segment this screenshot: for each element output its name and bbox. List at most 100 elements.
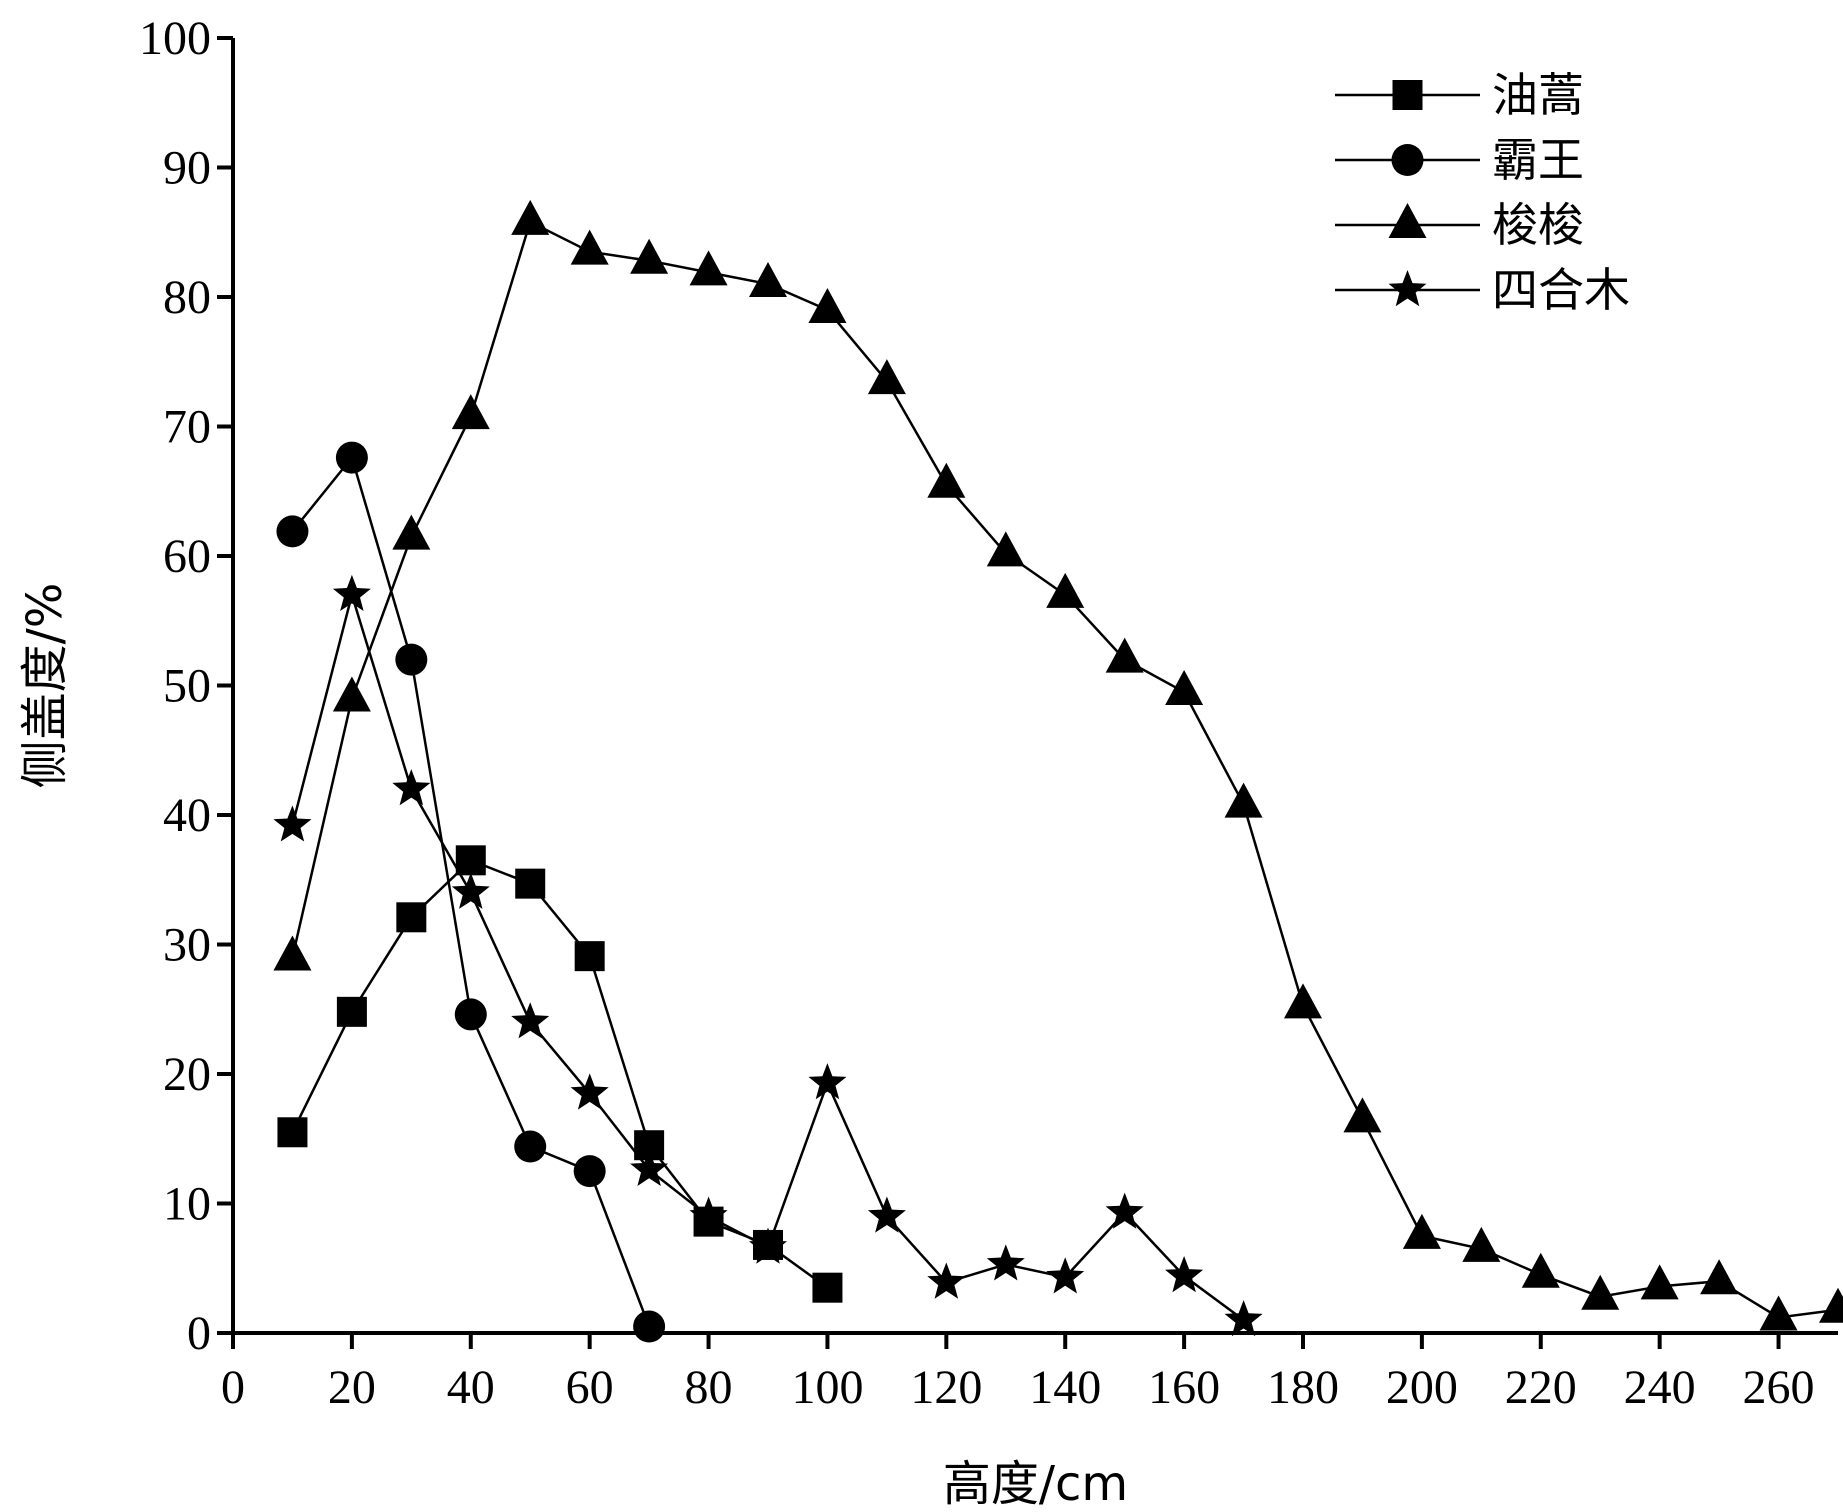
data-point: [1165, 1256, 1204, 1293]
data-point: [395, 643, 428, 676]
y-tick-label: 40: [163, 789, 211, 842]
data-point: [808, 1063, 847, 1100]
data-point: [392, 514, 431, 550]
series-line: [291, 590, 1245, 1322]
data-point: [335, 441, 368, 474]
data-point: [630, 1149, 669, 1186]
x-tick-label: 100: [791, 1361, 863, 1414]
data-point: [812, 1272, 843, 1303]
y-tick-label: 60: [163, 530, 211, 583]
y-tick-label: 30: [163, 919, 211, 972]
series-triangle: [273, 199, 1843, 1331]
x-tick-label: 120: [910, 1361, 982, 1414]
x-tick-label: 60: [566, 1361, 614, 1414]
data-point: [1105, 637, 1144, 673]
data-point: [336, 996, 367, 1027]
data-point: [749, 1227, 787, 1264]
data-point: [332, 574, 371, 611]
x-tick-label: 260: [1743, 1361, 1815, 1414]
series-layer: [273, 199, 1843, 1343]
data-point: [1343, 1097, 1382, 1133]
y-axis-title: 侧盖度/%: [17, 583, 73, 789]
data-point: [455, 845, 486, 876]
data-point: [574, 941, 605, 972]
x-tick-label: 180: [1267, 1361, 1339, 1414]
data-point: [927, 462, 966, 498]
data-point: [1402, 1213, 1441, 1249]
legend-item: 霸王: [1335, 133, 1584, 187]
legend-label: 霸王: [1492, 133, 1584, 187]
data-point: [986, 1244, 1025, 1281]
y-tick-label: 20: [163, 1048, 211, 1101]
data-point: [927, 1262, 966, 1299]
data-point: [867, 1196, 906, 1233]
x-tick-label: 240: [1624, 1361, 1696, 1414]
data-point: [1046, 572, 1085, 608]
legend-item: 油蒿: [1335, 68, 1584, 122]
data-point: [1521, 1252, 1560, 1288]
x-tick-label: 160: [1148, 1361, 1220, 1414]
data-point: [633, 1310, 666, 1343]
legend-marker: [1388, 270, 1427, 307]
data-point: [1224, 782, 1263, 818]
data-point: [392, 769, 431, 806]
data-point: [332, 676, 371, 712]
series-square: [277, 845, 843, 1303]
series-line: [291, 858, 829, 1289]
y-tick-label: 70: [163, 401, 211, 454]
data-point: [1046, 1257, 1085, 1294]
series-circle: [276, 441, 666, 1343]
data-point: [1284, 983, 1322, 1019]
data-point: [808, 287, 847, 323]
x-tick-label: 0: [221, 1361, 245, 1414]
data-point: [515, 868, 546, 899]
data-point: [511, 199, 550, 235]
x-tick-label: 140: [1029, 1361, 1101, 1414]
data-point: [511, 1002, 550, 1039]
legend-label: 梭梭: [1492, 198, 1584, 252]
data-point: [277, 1117, 308, 1148]
data-point: [1224, 1300, 1263, 1337]
y-tick-label: 0: [187, 1307, 211, 1360]
y-tick-label: 10: [163, 1178, 211, 1231]
data-point: [1462, 1226, 1501, 1262]
data-point: [689, 250, 728, 286]
y-tick-label: 90: [163, 142, 211, 195]
data-point: [273, 805, 312, 842]
data-point: [630, 238, 669, 274]
legend-marker: [1388, 203, 1427, 238]
data-point: [749, 262, 787, 298]
data-point: [570, 1073, 609, 1110]
legend-item: 梭梭: [1335, 198, 1584, 252]
data-point: [1640, 1264, 1679, 1300]
y-tick-label: 100: [139, 12, 211, 65]
data-point: [273, 935, 312, 971]
data-point: [986, 531, 1025, 567]
x-tick-label: 80: [685, 1361, 733, 1414]
legend-label: 四合木: [1492, 263, 1630, 317]
series-star: [273, 574, 1263, 1337]
x-tick-label: 220: [1505, 1361, 1577, 1414]
data-point: [276, 515, 309, 548]
axes: 0 10 20 30 40 50 60 70 80 90 100 0 20 40 60 80 100 120 140…: [139, 12, 1838, 1414]
data-point: [1700, 1259, 1739, 1295]
data-point: [451, 872, 490, 909]
data-point: [570, 229, 609, 265]
data-point: [454, 998, 487, 1031]
x-tick-label: 20: [328, 1361, 376, 1414]
legend-label: 油蒿: [1492, 68, 1584, 122]
legend-marker: [1392, 80, 1423, 110]
data-point: [451, 394, 490, 430]
data-point: [573, 1155, 606, 1188]
data-point: [1581, 1274, 1620, 1310]
data-point: [689, 1196, 728, 1233]
data-point: [1759, 1295, 1798, 1331]
legend-item: 四合木: [1335, 263, 1630, 317]
data-point: [1105, 1192, 1144, 1229]
data-point: [396, 902, 427, 933]
data-point: [1819, 1287, 1843, 1323]
data-point: [514, 1130, 547, 1163]
y-tick-label: 50: [163, 660, 211, 713]
